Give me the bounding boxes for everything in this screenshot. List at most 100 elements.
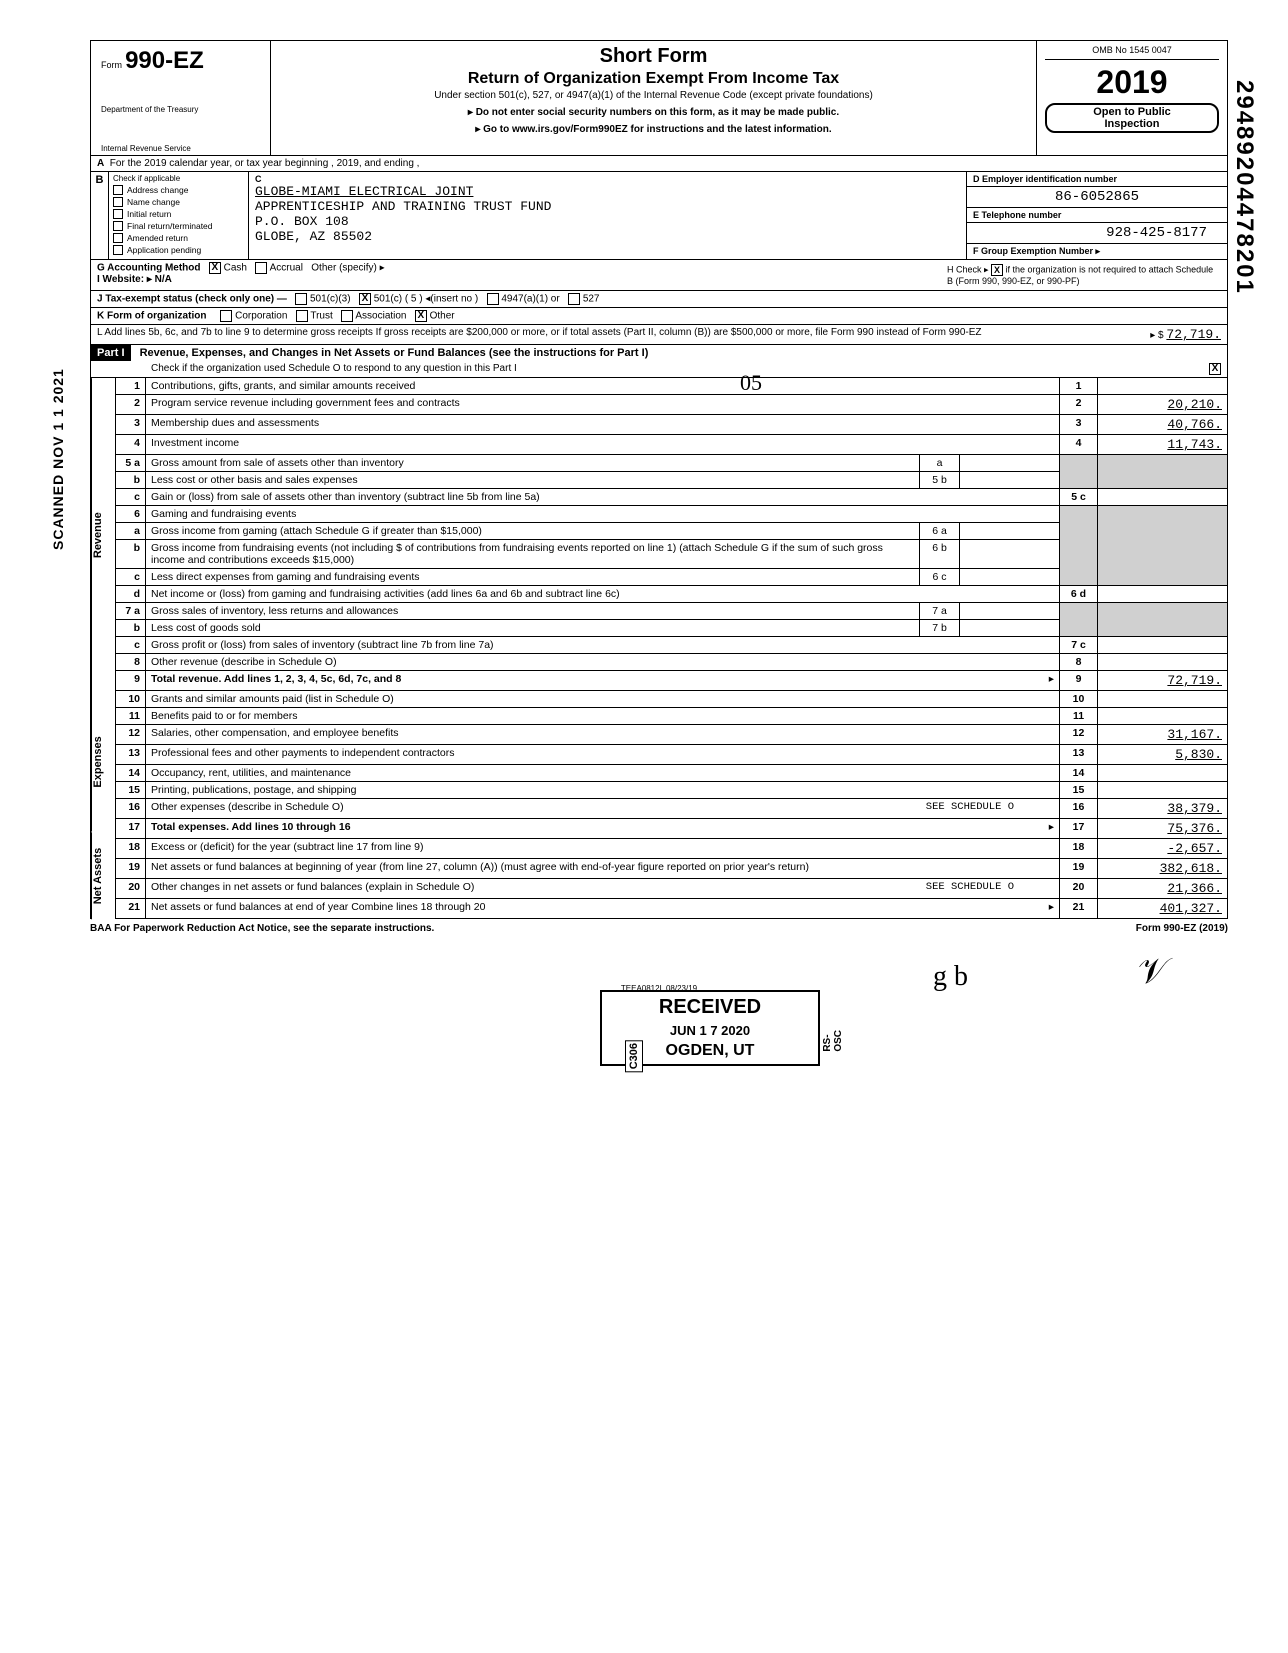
handwritten-05: 05 [740,370,762,396]
f-label: F Group Exemption Number ▸ [967,244,1227,259]
label-c: C [255,174,960,184]
dept-treasury: Department of the Treasury [101,105,260,114]
check-column: Check if applicable Address change Name … [109,172,249,259]
lbl-4947: 4947(a)(1) or [501,294,559,305]
chk-trust[interactable] [296,310,308,322]
chk-amended[interactable] [113,233,123,243]
main-title: Return of Organization Exempt From Incom… [279,70,1028,88]
dept-irs: Internal Revenue Service [101,144,260,153]
block-c: C GLOBE-MIAMI ELECTRICAL JOINT APPRENTIC… [249,172,967,259]
line-11: 11Benefits paid to or for members11 [116,708,1228,725]
chk-other-org[interactable]: X [415,310,427,322]
signature-initial-1: 𝒱 [1138,950,1168,993]
row-j: J Tax-exempt status (check only one) — 5… [90,291,1228,308]
warning-line: ▸ Do not enter social security numbers o… [279,107,1028,118]
row-a-calendar-year: A For the 2019 calendar year, or tax yea… [90,156,1228,172]
line-8: 8Other revenue (describe in Schedule O)8 [116,654,1228,671]
form-number: 990-EZ [125,47,204,74]
lbl-501c3: 501(c)(3) [310,294,351,305]
block-def: D Employer identification number 86-6052… [967,172,1227,259]
barcode-number-vertical: 29489204478201 [1230,80,1258,295]
title-box: Short Form Return of Organization Exempt… [271,41,1037,155]
line-1: 1Contributions, gifts, grants, and simil… [116,378,1228,395]
chk-501c3[interactable] [295,293,307,305]
row-l-amount: 72,719. [1166,327,1221,342]
line-5a: 5 aGross amount from sale of assets othe… [116,455,1228,472]
chk-h[interactable]: X [991,264,1003,276]
line-20: 20Other changes in net assets or fund ba… [116,879,1228,899]
row-k: K Form of organization Corporation Trust… [90,308,1228,325]
chk-address-change[interactable] [113,185,123,195]
lbl-corp: Corporation [235,311,287,322]
org-name-1: GLOBE-MIAMI ELECTRICAL JOINT [255,184,960,199]
ein-value: 86-6052865 [967,187,1227,208]
chk-4947[interactable] [487,293,499,305]
check-header: Check if applicable [113,174,244,183]
subtitle: Under section 501(c), 527, or 4947(a)(1)… [279,90,1028,101]
line-6d: dNet income or (loss) from gaming and fu… [116,586,1228,603]
line-21: 21Net assets or fund balances at end of … [116,899,1228,919]
stamp-received: RECEIVED [612,996,808,1019]
chk-527[interactable] [568,293,580,305]
line-13: 13Professional fees and other payments t… [116,745,1228,765]
scanned-date-vertical: SCANNED NOV 1 1 2021 [50,368,66,550]
chk-final-return[interactable] [113,221,123,231]
lbl-initial-return: Initial return [127,209,171,219]
chk-schedule-o[interactable]: X [1209,363,1221,375]
line-17: 17Total expenses. Add lines 10 through 1… [116,819,1228,839]
omb-number: OMB No 1545 0047 [1045,45,1219,60]
chk-accrual[interactable] [255,262,267,274]
line-9: 9Total revenue. Add lines 1, 2, 3, 4, 5c… [116,671,1228,691]
lbl-527: 527 [583,294,600,305]
row-l: L Add lines 5b, 6c, and 7b to line 9 to … [90,325,1228,345]
stamp-c306: C306 [625,1040,643,1072]
k-label: K Form of organization [97,311,206,322]
lbl-trust: Trust [310,311,332,322]
short-form-title: Short Form [279,45,1028,68]
line-15: 15Printing, publications, postage, and s… [116,782,1228,799]
lbl-501c: 501(c) ( 5 ) ◂(insert no ) [374,294,479,305]
lines-table: 1Contributions, gifts, grants, and simil… [115,378,1228,919]
footer-right: Form 990-EZ (2019) [1136,923,1228,934]
section-revenue-label: Revenue [91,378,115,692]
part1-header-row: Part I Revenue, Expenses, and Changes in… [90,345,1228,378]
org-addr-2: GLOBE, AZ 85502 [255,229,960,244]
d-label: D Employer identification number [967,172,1227,187]
line-12: 12Salaries, other compensation, and empl… [116,725,1228,745]
part1-title: Revenue, Expenses, and Changes in Net As… [134,345,655,361]
main-table-wrapper: Revenue Expenses Net Assets 1Contributio… [90,378,1228,919]
chk-initial-return[interactable] [113,209,123,219]
e-label: E Telephone number [967,208,1227,223]
chk-assoc[interactable] [341,310,353,322]
lbl-other-org: Other [430,311,455,322]
section-bcd: B Check if applicable Address change Nam… [90,172,1228,260]
row-a-text: For the 2019 calendar year, or tax year … [110,158,420,169]
lbl-other-method: Other (specify) ▸ [311,263,384,274]
line-6: 6Gaming and fundraising events [116,506,1228,523]
line-14: 14Occupancy, rent, utilities, and mainte… [116,765,1228,782]
chk-cash[interactable]: X [209,262,221,274]
part1-label: Part I [91,345,131,361]
lbl-final-return: Final return/terminated [127,221,213,231]
chk-app-pending[interactable] [113,245,123,255]
line-2: 2Program service revenue including gover… [116,395,1228,415]
open-public-badge: Open to Public Inspection [1045,103,1219,133]
line-3: 3Membership dues and assessments340,766. [116,415,1228,435]
j-label: J Tax-exempt status (check only one) — [97,294,287,305]
lbl-amended: Amended return [127,233,188,243]
label-b: B [91,172,109,259]
row-h: H Check ▸ X if the organization is not r… [941,262,1221,288]
form-prefix: Form [101,60,122,70]
line-19: 19Net assets or fund balances at beginni… [116,859,1228,879]
chk-name-change[interactable] [113,197,123,207]
section-expenses-label: Expenses [91,692,115,832]
chk-corp[interactable] [220,310,232,322]
row-i: I Website: ▸ N/A [97,274,941,285]
open-public-2: Inspection [1104,118,1159,130]
stamp-date: JUN 1 7 2020 [612,1023,808,1038]
org-name-2: APPRENTICESHIP AND TRAINING TRUST FUND [255,199,960,214]
chk-501c[interactable]: X [359,293,371,305]
line-16: 16Other expenses (describe in Schedule O… [116,799,1228,819]
line-4: 4Investment income411,743. [116,435,1228,455]
line-7c: cGross profit or (loss) from sales of in… [116,637,1228,654]
